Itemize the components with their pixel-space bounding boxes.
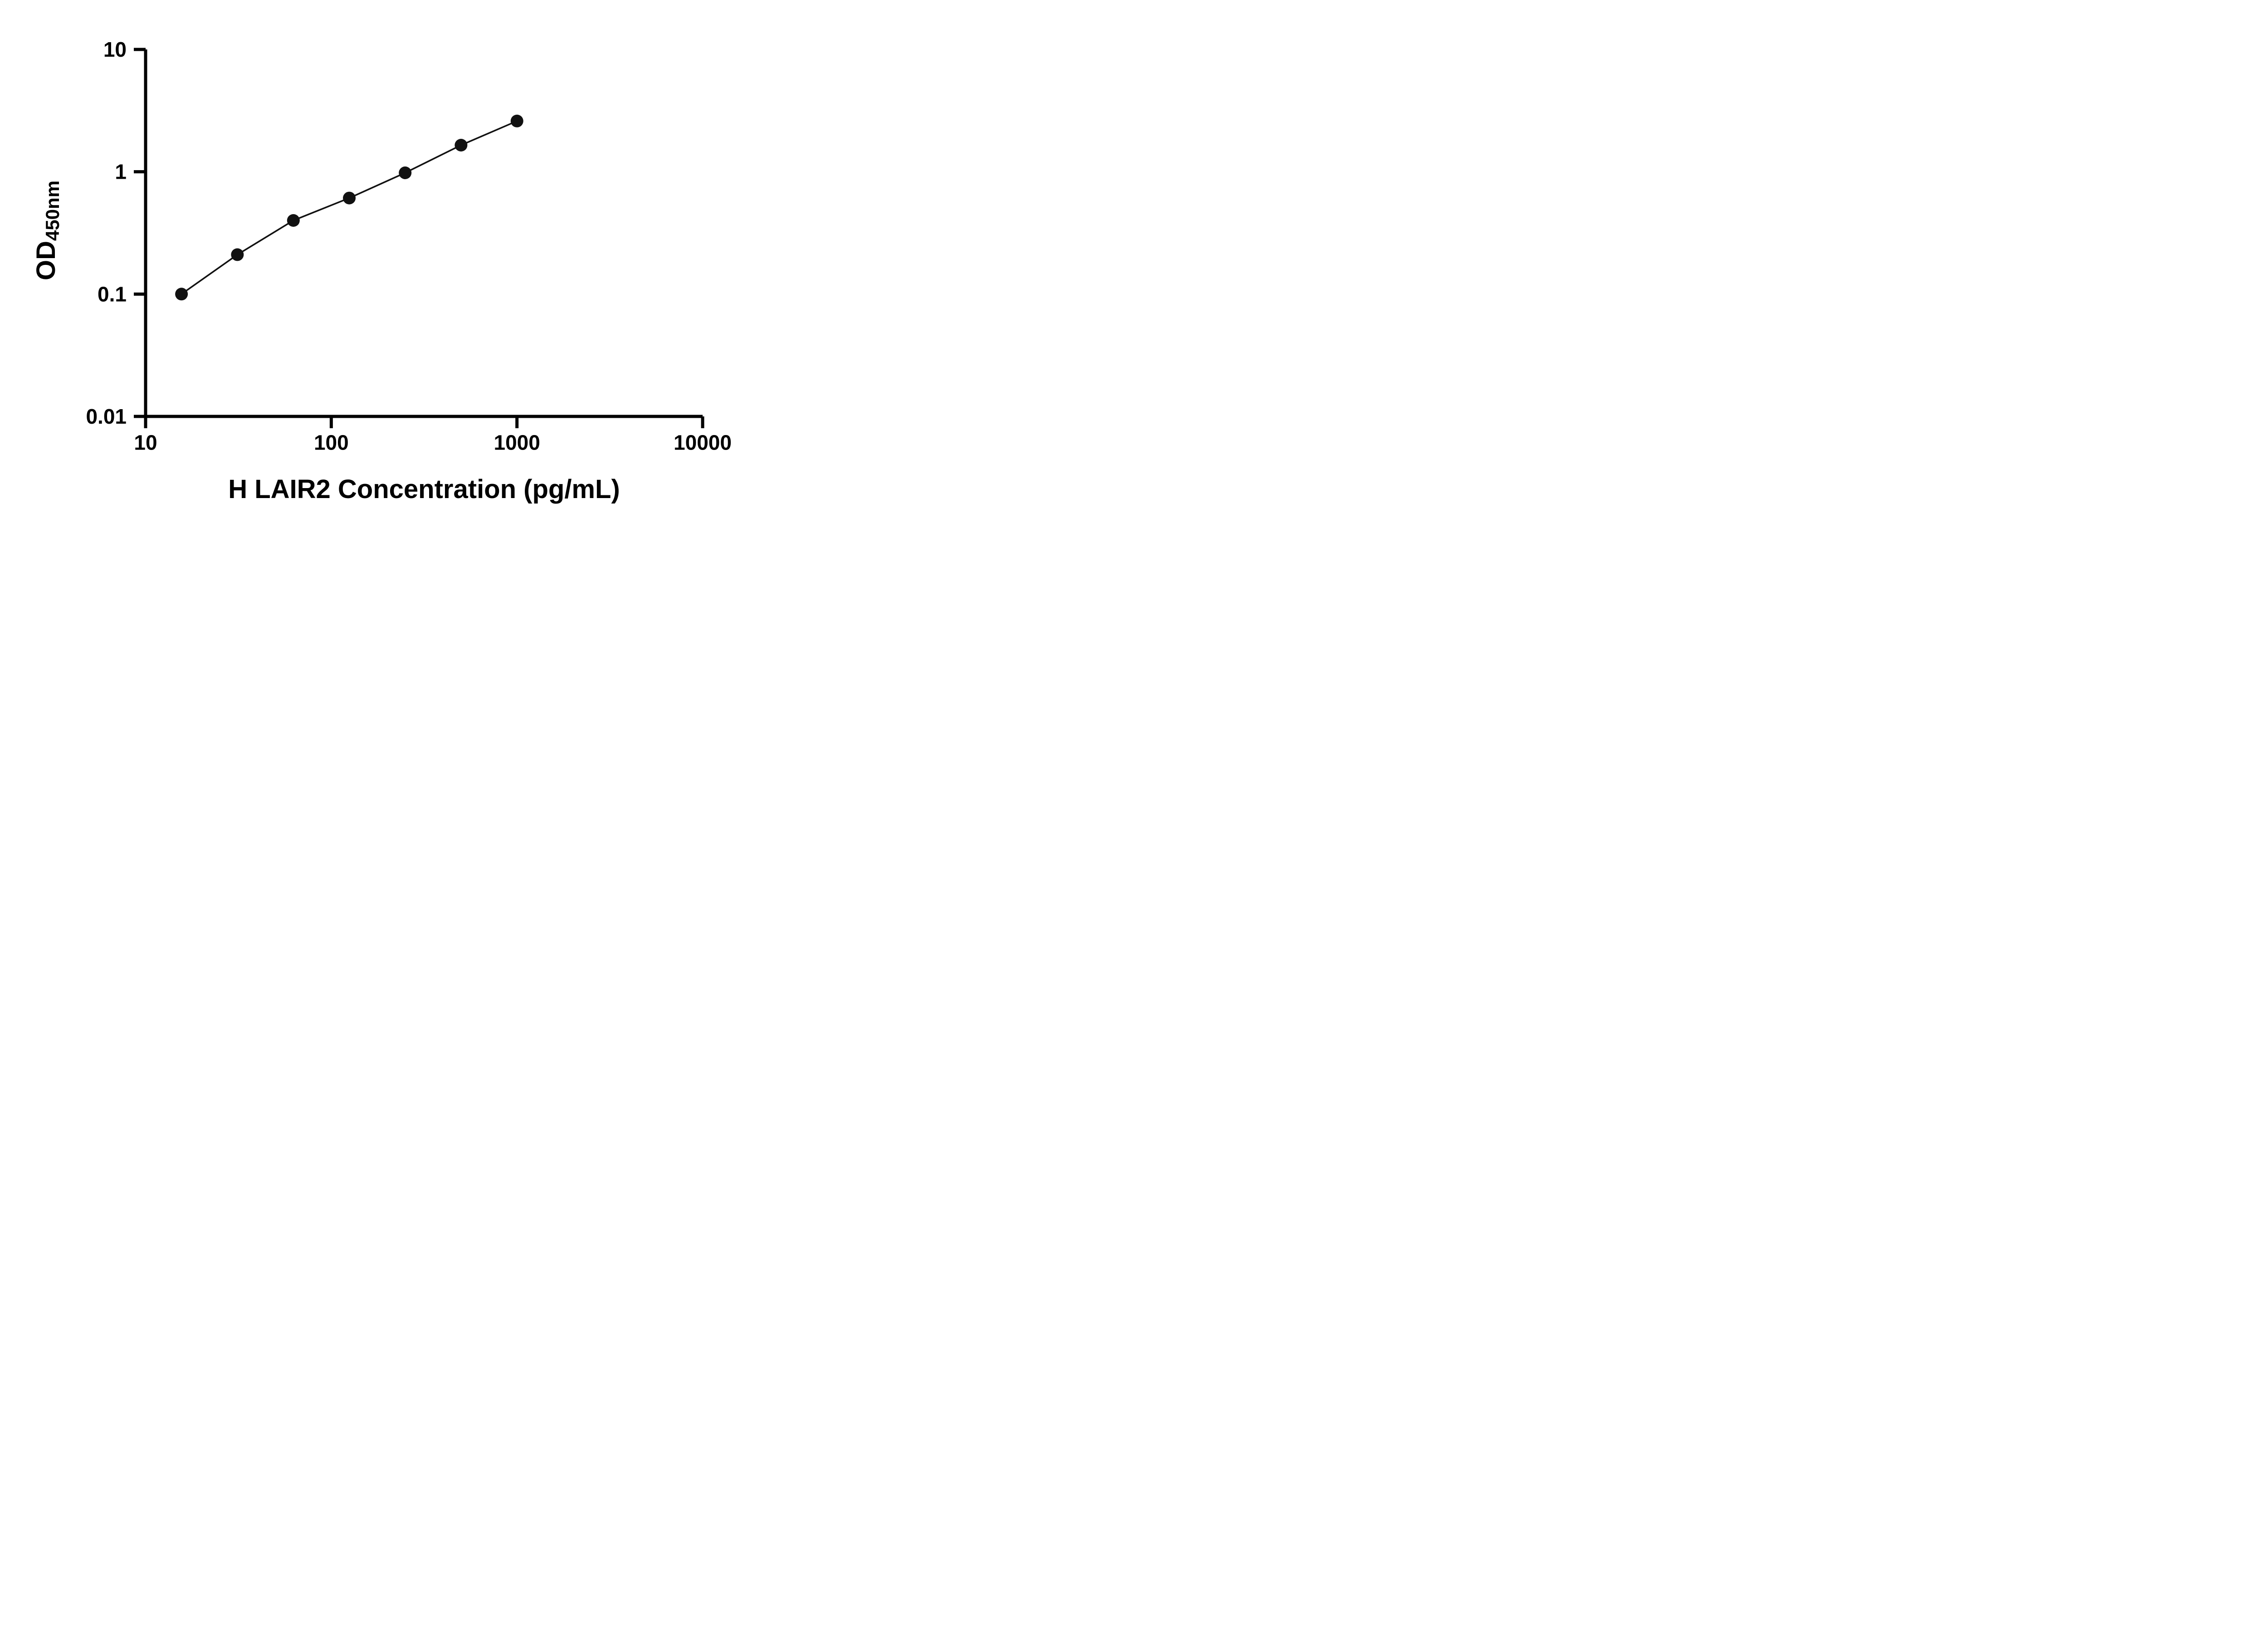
y-tick-label: 0.01 xyxy=(86,405,127,428)
data-point xyxy=(175,288,188,301)
y-axis-title-subscript: 450nm xyxy=(42,180,64,241)
data-point xyxy=(399,166,412,179)
x-tick-label: 100 xyxy=(314,431,349,455)
x-axis-title: H LAIR2 Concentration (pg/mL) xyxy=(228,474,620,504)
x-tick-label: 1000 xyxy=(494,431,540,455)
data-point xyxy=(455,139,468,152)
data-point xyxy=(231,248,244,261)
chart-canvas: 0.01 0.1 1 10 10 100 1000 10000 xyxy=(86,38,732,455)
y-tick-label: 10 xyxy=(103,38,127,61)
y-axis-title-main: OD xyxy=(31,241,61,281)
x-tick-label: 10 xyxy=(134,431,157,455)
elisa-standard-curve-figure: 0.01 0.1 1 10 10 100 1000 10000 OD450nm H LAIR2… xyxy=(0,0,776,544)
y-axis-title: OD450nm xyxy=(31,180,64,281)
data-point xyxy=(287,214,300,227)
axes xyxy=(144,49,703,418)
x-tick-label: 10000 xyxy=(674,431,732,455)
y-tick-label: 0.1 xyxy=(98,282,127,306)
y-tick-label: 1 xyxy=(115,160,127,184)
data-point xyxy=(343,191,356,205)
data-point xyxy=(510,114,523,127)
